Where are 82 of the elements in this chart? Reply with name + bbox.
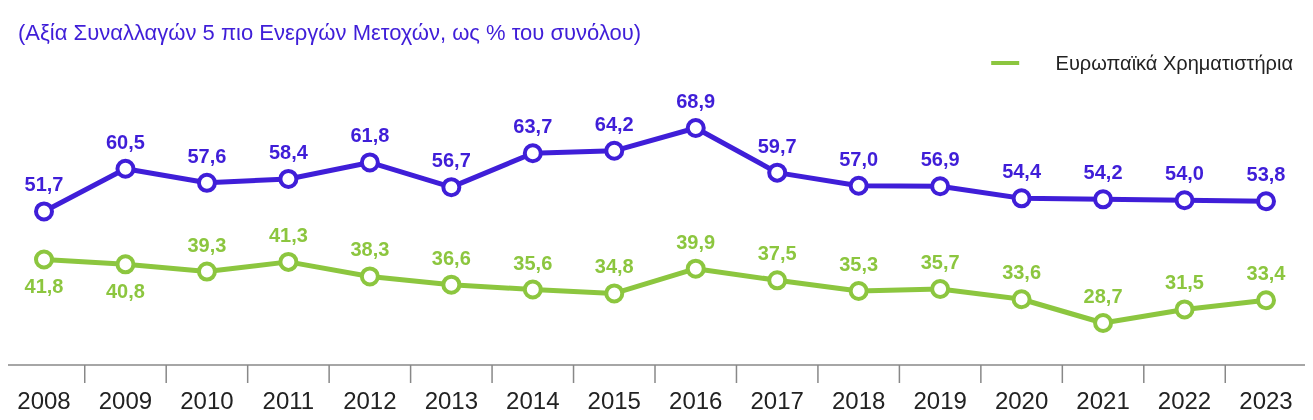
data-label: 56,7	[431, 149, 471, 172]
x-tick-label: 2010	[180, 387, 234, 414]
data-label: 59,7	[757, 134, 797, 157]
point	[1093, 313, 1114, 333]
data-label: 60,5	[106, 130, 145, 153]
data-label: 28,7	[1083, 285, 1123, 307]
x-tick-label: 2016	[669, 387, 723, 414]
point	[196, 261, 217, 282]
data-label: 57,0	[839, 147, 879, 170]
x-tick-label: 2022	[1157, 387, 1212, 414]
x-tick-label: 2014	[506, 387, 560, 414]
data-label: 35,3	[839, 252, 879, 275]
x-tick-label: 2020	[994, 387, 1049, 414]
data-label: 34,8	[594, 255, 634, 278]
point	[359, 152, 380, 173]
point	[1011, 188, 1032, 209]
point	[848, 175, 869, 196]
point	[359, 266, 380, 287]
point	[522, 143, 543, 164]
data-label: 36,6	[431, 246, 471, 269]
point	[115, 254, 136, 275]
point	[767, 270, 788, 291]
point	[1011, 289, 1032, 310]
point	[930, 279, 951, 300]
data-label: 35,7	[920, 251, 960, 274]
legend-label: Ευρωπαϊκά Χρηματιστήρια	[1055, 52, 1293, 74]
data-label: 54,2	[1083, 161, 1123, 184]
data-label: 39,3	[187, 233, 227, 256]
point	[1093, 189, 1114, 210]
x-tick-label: 2013	[424, 387, 479, 414]
x-tick-label: 2011	[262, 387, 315, 414]
point	[604, 283, 625, 304]
chart-subtitle: (Αξία Συναλλαγών 5 πιο Ενεργών Μετοχών, ως % του συνόλου)	[18, 20, 642, 45]
data-label: 68,9	[676, 90, 716, 112]
data-label: 51,7	[24, 173, 64, 196]
point	[441, 274, 462, 295]
point	[522, 279, 543, 300]
point	[685, 118, 706, 138]
data-label: 64,2	[594, 112, 634, 135]
data-label: 35,6	[513, 251, 553, 274]
data-label: 56,9	[920, 148, 960, 171]
data-label: 63,7	[513, 115, 553, 138]
point	[1256, 290, 1276, 311]
point	[1174, 190, 1195, 211]
point	[278, 251, 299, 272]
x-tick-label: 2019	[913, 387, 967, 414]
point	[1256, 191, 1276, 212]
x-tick-label: 2015	[587, 387, 641, 414]
point	[115, 158, 136, 179]
x-tick-label: 2023	[1239, 387, 1293, 414]
x-tick-label: 2021	[1076, 387, 1130, 414]
data-label: 31,5	[1165, 271, 1204, 294]
data-label: 33,4	[1246, 262, 1287, 285]
point	[767, 162, 788, 183]
point	[278, 168, 299, 189]
data-label: 57,6	[187, 144, 227, 167]
x-tick-label: 2017	[750, 387, 804, 414]
point	[604, 140, 625, 161]
data-label: 40,8	[106, 280, 145, 303]
data-label: 58,4	[268, 140, 309, 163]
point	[196, 172, 217, 193]
data-label: 39,9	[676, 230, 716, 253]
data-label: 41,3	[268, 223, 308, 246]
data-label: 38,3	[350, 238, 390, 261]
point	[930, 176, 951, 197]
x-tick-label: 2012	[343, 387, 397, 414]
point	[848, 280, 869, 301]
x-tick-label: 2009	[98, 387, 153, 414]
data-label: 33,6	[1002, 261, 1042, 284]
point	[685, 258, 706, 279]
point	[441, 177, 462, 198]
point	[34, 201, 54, 222]
data-label: 61,8	[350, 124, 390, 147]
x-tick-label: 2008	[17, 387, 71, 414]
data-label: 54,0	[1165, 162, 1204, 185]
data-label: 54,4	[1002, 160, 1042, 183]
point	[34, 249, 54, 270]
x-tick-label: 2018	[831, 387, 886, 414]
data-label: 53,8	[1246, 163, 1286, 186]
point	[1174, 299, 1195, 320]
data-label: 37,5	[757, 242, 797, 265]
data-label: 41,8	[24, 275, 64, 298]
